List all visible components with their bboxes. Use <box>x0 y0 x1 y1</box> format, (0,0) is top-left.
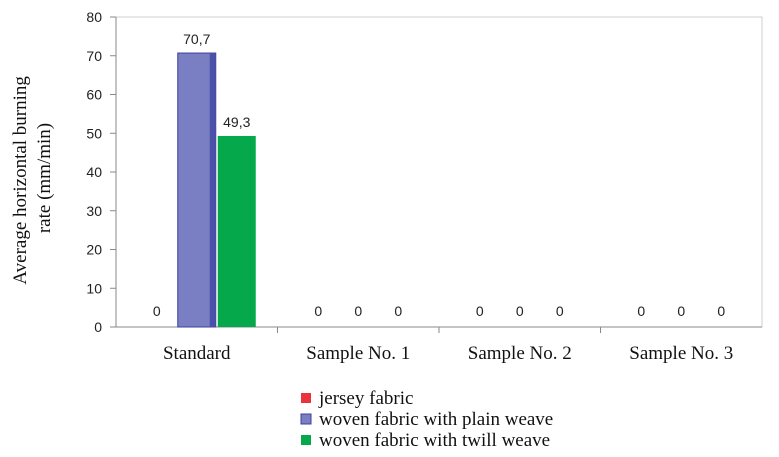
data-labels: 0 0 0 0 70,7 0 0 0 49,3 0 0 0 <box>153 31 726 319</box>
data-label: 0 <box>394 303 402 319</box>
data-label: 0 <box>637 303 645 319</box>
y-tick-label: 80 <box>86 9 102 25</box>
data-label: 70,7 <box>183 31 210 47</box>
y-tick-label: 0 <box>94 319 102 335</box>
bar-side-shade <box>209 53 216 327</box>
data-label: 49,3 <box>223 114 250 130</box>
data-label: 0 <box>556 303 564 319</box>
data-label: 0 <box>476 303 484 319</box>
y-axis-label: Average horizontal burning rate (mm/min) <box>10 71 55 284</box>
y-tick-label: 70 <box>86 48 102 64</box>
category-label: Standard <box>163 343 231 364</box>
data-label: 0 <box>677 303 685 319</box>
data-label: 0 <box>516 303 524 319</box>
y-axis-label-line-1: Average horizontal burning <box>10 76 31 285</box>
legend-label: woven fabric with twill weave <box>319 430 550 451</box>
legend-label: jersey fabric <box>318 388 413 409</box>
x-axis: Standard Sample No. 1 Sample No. 2 Sample N… <box>116 326 762 364</box>
y-tick-label: 10 <box>86 280 102 296</box>
bar <box>217 135 256 327</box>
y-axis: 0 10 20 30 40 50 60 70 80 <box>86 9 117 335</box>
bars <box>177 52 256 328</box>
data-label: 0 <box>314 303 322 319</box>
legend-label: woven fabric with plain weave <box>319 409 553 430</box>
category-label: Sample No. 3 <box>629 343 733 364</box>
y-tick-label: 30 <box>86 203 102 219</box>
legend-swatch <box>301 435 311 445</box>
data-label: 0 <box>153 303 161 319</box>
data-label: 0 <box>717 303 725 319</box>
y-tick-label: 60 <box>86 87 102 103</box>
y-tick-label: 40 <box>86 164 102 180</box>
category-label: Sample No. 1 <box>306 343 410 364</box>
category-label: Sample No. 2 <box>468 343 572 364</box>
y-tick-label: 20 <box>86 242 102 258</box>
y-axis-label-line-2: rate (mm/min) <box>34 123 55 233</box>
legend-swatch <box>300 413 312 425</box>
data-label: 0 <box>354 303 362 319</box>
legend-swatch <box>301 393 311 403</box>
y-tick-label: 50 <box>86 125 102 141</box>
